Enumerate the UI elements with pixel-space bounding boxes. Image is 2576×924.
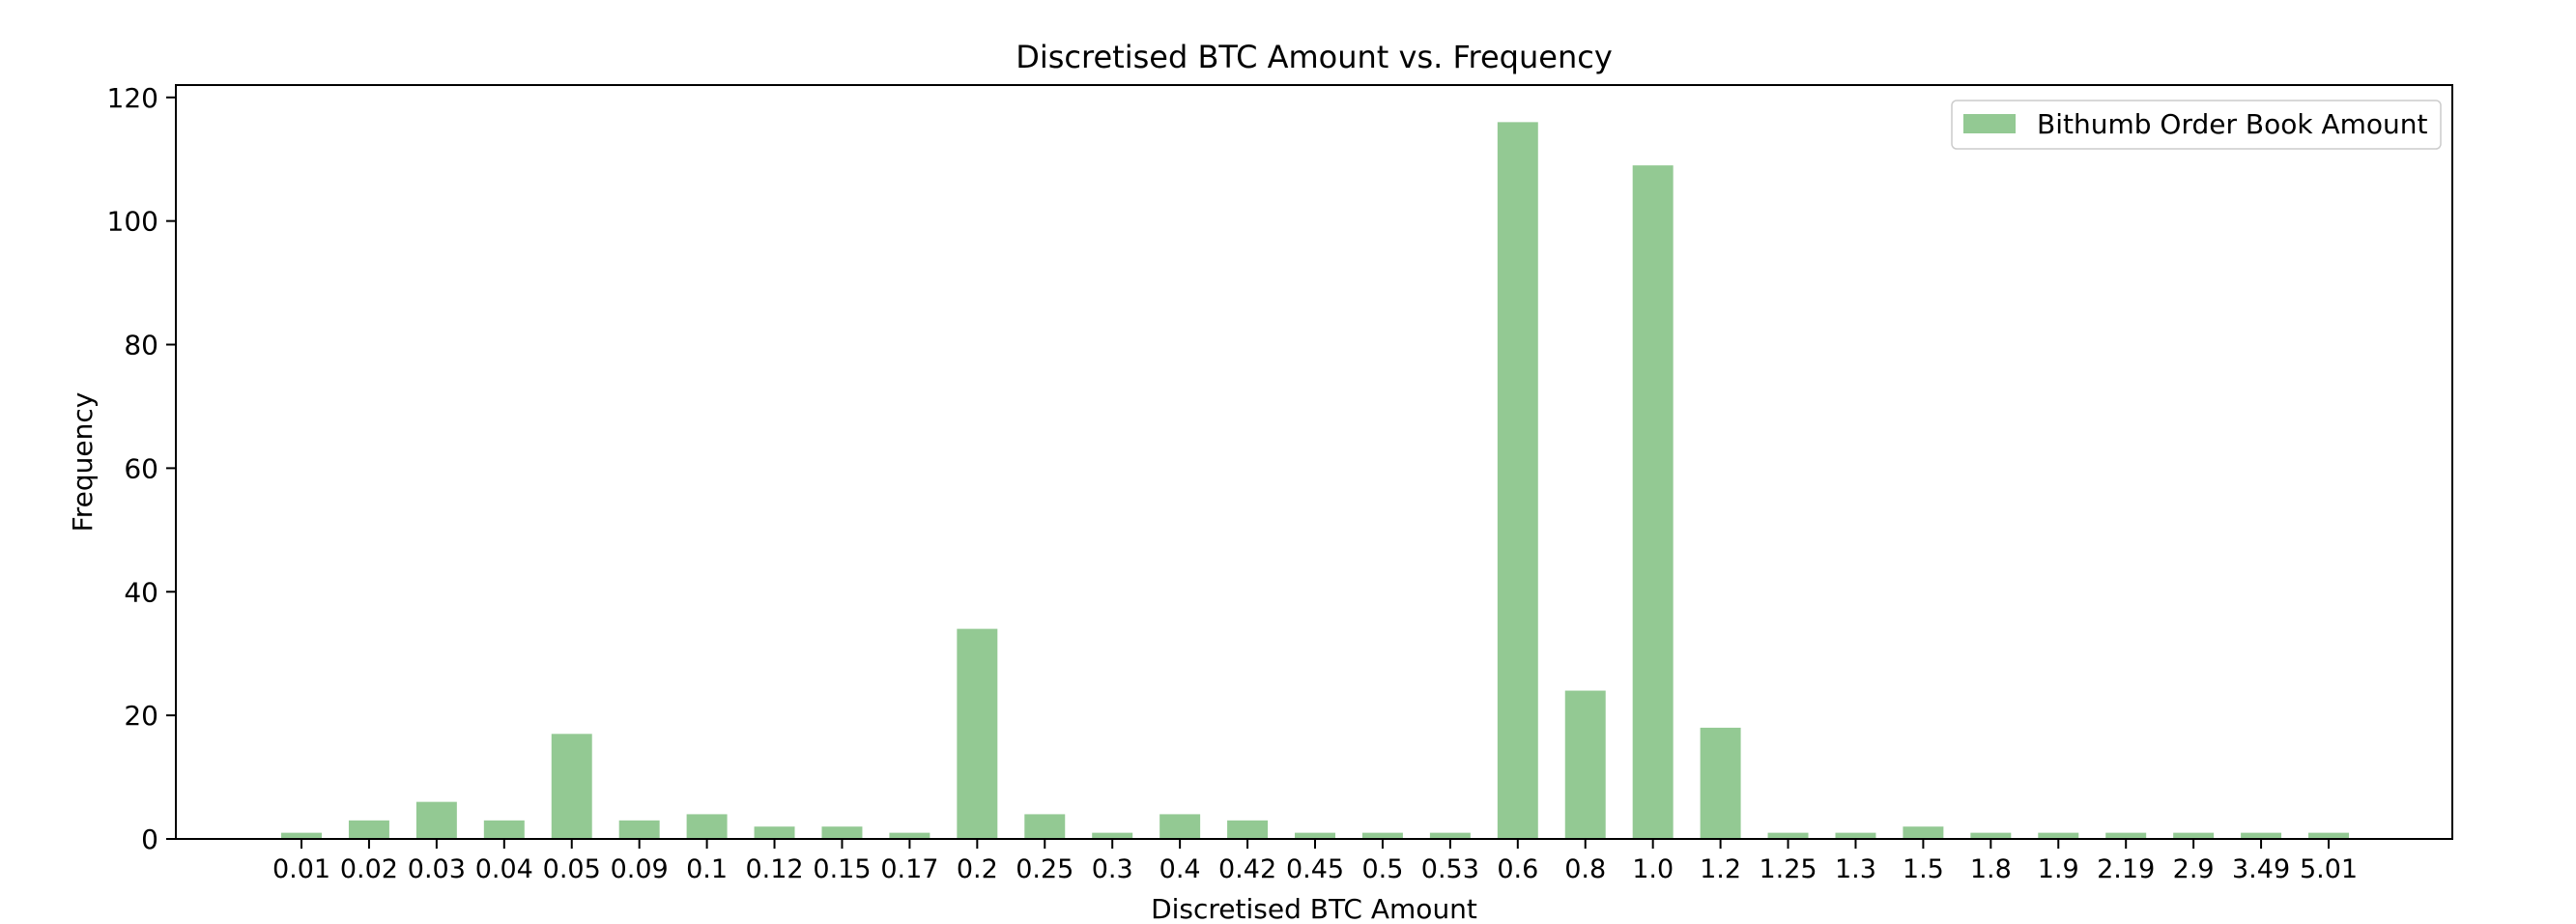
x-tick-label: 0.2 — [957, 854, 998, 884]
bar-0.2 — [957, 628, 998, 839]
y-tick-label: 100 — [107, 206, 158, 238]
x-tick-label: 2.19 — [2097, 854, 2155, 884]
x-tick-label: 0.25 — [1016, 854, 1073, 884]
x-tick-label: 3.49 — [2232, 854, 2290, 884]
bar-0.42 — [1227, 820, 1269, 839]
x-tick-label: 0.5 — [1361, 854, 1403, 884]
x-tick-label: 0.4 — [1159, 854, 1201, 884]
x-tick-label: 0.1 — [686, 854, 728, 884]
bar-0.01 — [281, 832, 322, 839]
bar-0.8 — [1564, 690, 1606, 839]
bar-0.04 — [483, 820, 525, 839]
bar-1.8 — [1970, 832, 2012, 839]
bar-0.45 — [1295, 832, 1335, 839]
bar-3.49 — [2241, 832, 2282, 839]
plot-frame — [175, 84, 2453, 840]
bar-0.4 — [1159, 814, 1201, 839]
bar-0.02 — [348, 820, 389, 839]
x-tick-label: 1.25 — [1759, 854, 1817, 884]
bar-2.19 — [2105, 832, 2147, 839]
bar-1.3 — [1835, 832, 1876, 839]
x-tick-label: 0.03 — [408, 854, 466, 884]
legend-swatch — [1963, 114, 2016, 133]
x-tick-label: 0.09 — [611, 854, 669, 884]
x-tick-label: 2.9 — [2173, 854, 2215, 884]
x-tick-label: 1.5 — [1903, 854, 1944, 884]
x-tick-label: 0.01 — [272, 854, 330, 884]
y-tick-label: 120 — [107, 82, 158, 114]
x-tick-label: 1.9 — [2038, 854, 2079, 884]
bar-0.03 — [415, 801, 457, 839]
y-axis-label: Frequency — [67, 392, 99, 533]
bar-1.0 — [1632, 165, 1674, 840]
x-tick-label: 1.2 — [1700, 854, 1741, 884]
bar-0.25 — [1024, 814, 1066, 839]
y-tick-label: 80 — [124, 330, 158, 361]
x-tick-label: 0.6 — [1497, 854, 1538, 884]
bar-0.05 — [551, 734, 592, 839]
bar-0.1 — [686, 814, 728, 839]
x-axis-label: Discretised BTC Amount — [1151, 893, 1477, 924]
x-axis-ticks: 0.01 0.02 0.03 0.04 0.05 0.09 0.1 0.12 0.15 0.17 0… — [272, 839, 2358, 884]
y-tick-label: 40 — [124, 576, 158, 608]
bar-0.6 — [1497, 122, 1538, 839]
y-tick-label: 60 — [124, 452, 158, 484]
bars-group — [281, 122, 2349, 840]
bar-1.25 — [1767, 832, 1809, 839]
x-tick-label: 0.8 — [1564, 854, 1606, 884]
x-tick-label: 0.12 — [745, 854, 803, 884]
bar-1.2 — [1700, 727, 1741, 839]
legend: Bithumb Order Book Amount — [1951, 100, 2442, 150]
bar-1.9 — [2038, 832, 2079, 839]
x-tick-label: 0.15 — [813, 854, 871, 884]
bar-0.53 — [1429, 832, 1471, 839]
bar-1.5 — [1903, 826, 1944, 839]
x-tick-label: 1.3 — [1835, 854, 1876, 884]
x-tick-label: 0.45 — [1286, 854, 1344, 884]
x-tick-label: 0.42 — [1218, 854, 1276, 884]
chart-title: Discretised BTC Amount vs. Frequency — [1016, 39, 1613, 75]
x-tick-label: 0.53 — [1421, 854, 1479, 884]
bar-0.09 — [618, 820, 660, 839]
x-tick-label: 0.04 — [475, 854, 533, 884]
bar-0.5 — [1361, 832, 1403, 839]
bar-0.12 — [754, 826, 795, 839]
x-tick-label: 1.0 — [1632, 854, 1674, 884]
legend-box — [1951, 100, 2442, 150]
x-tick-label: 5.01 — [2300, 854, 2358, 884]
y-tick-label: 20 — [124, 700, 158, 732]
y-axis-ticks: 0 20 40 60 80 100 120 — [107, 82, 176, 855]
x-tick-label: 0.3 — [1092, 854, 1133, 884]
x-tick-label: 0.17 — [880, 854, 938, 884]
bar-0.17 — [889, 832, 930, 839]
bar-0.3 — [1092, 832, 1133, 839]
legend-label: Bithumb Order Book Amount — [2037, 108, 2428, 140]
bar-0.15 — [821, 826, 863, 839]
x-tick-label: 0.02 — [340, 854, 398, 884]
y-tick-label: 0 — [141, 823, 158, 855]
x-tick-label: 0.05 — [543, 854, 601, 884]
bar-5.01 — [2308, 832, 2349, 839]
x-tick-label: 1.8 — [1970, 854, 2012, 884]
bar-2.9 — [2173, 832, 2215, 839]
